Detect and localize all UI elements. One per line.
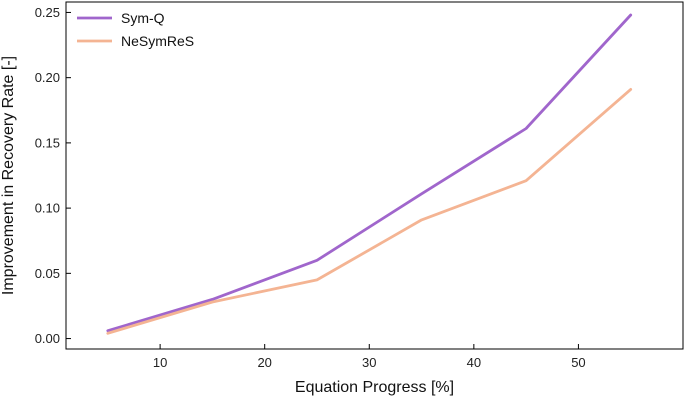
data-point [420, 219, 423, 221]
series-sym-q [106, 13, 633, 333]
data-point [211, 298, 214, 301]
y-tick-label: 0.05 [35, 266, 60, 281]
series-line [106, 88, 633, 335]
x-tick-label: 10 [153, 355, 167, 370]
x-axis-title: Equation Progress [%] [295, 379, 454, 396]
y-tick-label: 0.20 [35, 70, 60, 85]
y-tick-label: 0.15 [35, 135, 60, 150]
data-point [629, 88, 632, 91]
data-point [420, 192, 423, 195]
y-tick-label: 0.25 [35, 5, 60, 20]
series-line [106, 13, 633, 333]
plot-frame [65, 1, 684, 350]
series-nesymres [106, 88, 633, 335]
axes: 10 20 30 40 50 0.00 0.05 0.10 0.15 0.20 0.25 [35, 1, 684, 370]
x-tick-label: 50 [571, 355, 585, 370]
legend-label: NeSymReS [121, 33, 194, 49]
x-tick-label: 20 [257, 355, 271, 370]
legend: Sym-Q NeSymReS [77, 10, 194, 49]
data-point [525, 127, 527, 130]
y-tick-label: 0.10 [35, 201, 60, 216]
data-point [316, 259, 318, 262]
y-tick-label: 0.00 [35, 331, 60, 346]
data-point [316, 279, 318, 281]
legend-label: Sym-Q [121, 10, 165, 26]
data-point [211, 301, 214, 303]
x-tick-label: 30 [362, 355, 376, 370]
data-point [107, 332, 109, 335]
data-point [525, 179, 527, 182]
data-point [107, 329, 109, 332]
data-point [629, 14, 632, 16]
series-lines [106, 13, 633, 335]
x-tick-label: 40 [467, 355, 481, 370]
y-axis-title: Improvement in Recovery Rate [-] [0, 56, 17, 295]
